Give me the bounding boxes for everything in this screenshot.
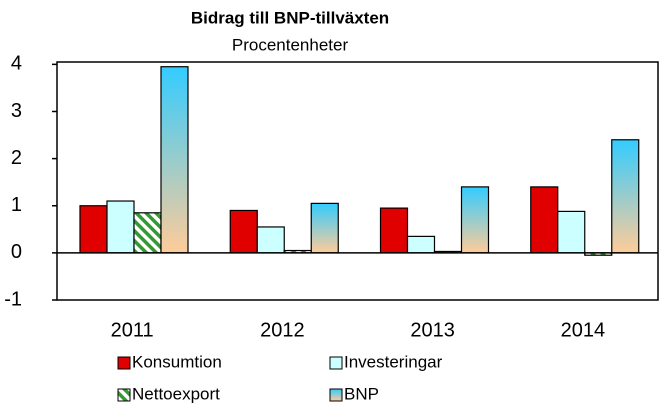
bar <box>133 212 162 254</box>
bar <box>79 205 108 254</box>
legend-label: Investeringar <box>344 352 443 371</box>
bar <box>229 209 258 254</box>
chart-title: Bidrag till BNP-tillväxten <box>191 8 389 27</box>
y-tick-label: 4 <box>11 53 22 75</box>
y-tick-label: 3 <box>11 100 22 122</box>
plot-frame <box>56 61 659 301</box>
legend-label: BNP <box>344 384 379 403</box>
bar <box>557 210 586 254</box>
legend-swatch <box>117 356 131 370</box>
y-tick-label: 2 <box>11 147 22 169</box>
legend-swatch <box>329 356 343 370</box>
bar <box>379 207 409 254</box>
y-tick-label: 0 <box>11 241 22 263</box>
x-tick-label: 2013 <box>410 319 455 341</box>
x-tick-label: 2012 <box>260 319 305 341</box>
x-tick-label: 2014 <box>561 319 606 341</box>
bar <box>530 186 559 254</box>
bar <box>256 226 285 254</box>
chart-subtitle: Procentenheter <box>232 35 349 54</box>
bar <box>160 66 189 254</box>
bar <box>406 235 436 254</box>
legend-swatch <box>117 388 131 402</box>
bar <box>310 202 339 254</box>
legend-label: Konsumtion <box>132 352 222 371</box>
legend-swatch <box>329 388 343 402</box>
x-tick-label: 2011 <box>111 319 154 341</box>
bar <box>106 200 135 254</box>
y-tick-label: 1 <box>11 194 22 216</box>
bar <box>611 139 640 254</box>
bar <box>460 186 490 254</box>
legend-label: Nettoexport <box>132 384 220 403</box>
y-tick-label: -1 <box>4 288 22 310</box>
